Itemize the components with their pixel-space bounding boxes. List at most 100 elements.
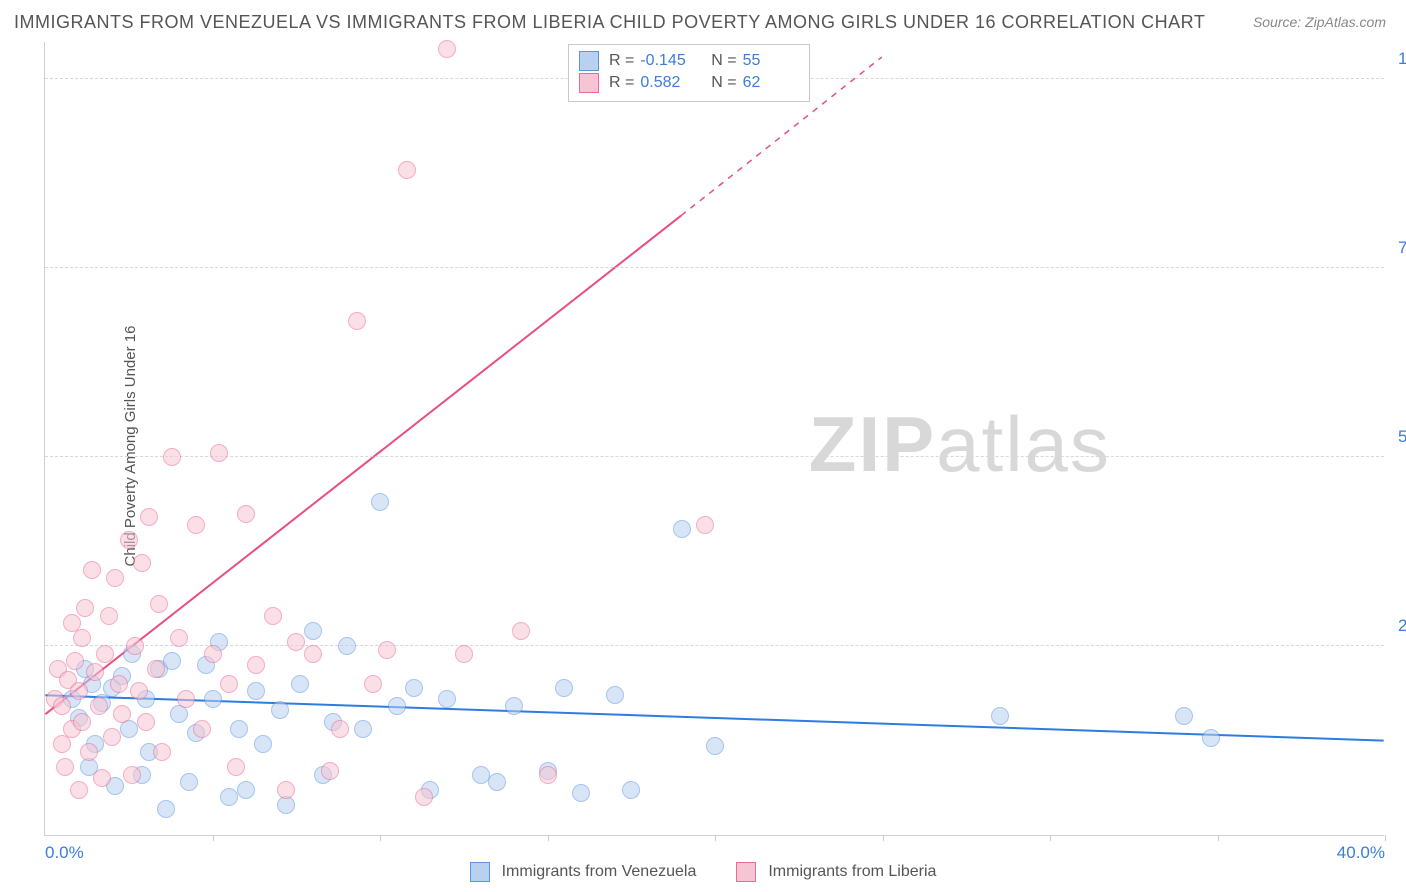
data-point	[539, 766, 557, 784]
legend-label: Immigrants from Liberia	[768, 863, 936, 881]
legend-swatch	[579, 51, 599, 71]
legend-n-label: N =	[702, 52, 736, 70]
chart-title: IMMIGRANTS FROM VENEZUELA VS IMMIGRANTS …	[14, 12, 1205, 33]
x-minor-tick	[213, 835, 214, 841]
legend-r-label: R =	[609, 74, 634, 92]
data-point	[622, 781, 640, 799]
data-point	[163, 448, 181, 466]
data-point	[247, 656, 265, 674]
data-point	[488, 773, 506, 791]
data-point	[53, 697, 71, 715]
data-point	[364, 675, 382, 693]
data-point	[455, 645, 473, 663]
x-tick-label: 0.0%	[45, 843, 84, 863]
x-minor-tick	[548, 835, 549, 841]
data-point	[70, 781, 88, 799]
data-point	[96, 645, 114, 663]
data-point	[237, 505, 255, 523]
data-point	[56, 758, 74, 776]
data-point	[472, 766, 490, 784]
legend-label: Immigrants from Venezuela	[502, 863, 697, 881]
x-tick-label: 40.0%	[1337, 843, 1385, 863]
data-point	[388, 697, 406, 715]
legend-swatch	[579, 73, 599, 93]
data-point	[354, 720, 372, 738]
data-point	[83, 561, 101, 579]
data-point	[100, 607, 118, 625]
data-point	[163, 652, 181, 670]
x-minor-tick	[1218, 835, 1219, 841]
legend-r-value: -0.145	[640, 52, 696, 70]
data-point	[271, 701, 289, 719]
legend-swatch	[736, 862, 756, 882]
legend-n-value: 62	[743, 74, 799, 92]
data-point	[512, 622, 530, 640]
data-point	[405, 679, 423, 697]
x-minor-tick	[715, 835, 716, 841]
data-point	[415, 788, 433, 806]
data-point	[137, 713, 155, 731]
correlation-legend: R = -0.145 N = 55R = 0.582 N = 62	[568, 44, 810, 102]
data-point	[264, 607, 282, 625]
y-tick-label: 75.0%	[1386, 238, 1406, 258]
data-point	[86, 663, 104, 681]
data-point	[371, 493, 389, 511]
data-point	[126, 637, 144, 655]
data-point	[66, 652, 84, 670]
data-point	[73, 629, 91, 647]
legend-row: R = 0.582 N = 62	[579, 73, 799, 93]
data-point	[237, 781, 255, 799]
data-point	[110, 675, 128, 693]
data-point	[204, 645, 222, 663]
data-point	[147, 660, 165, 678]
data-point	[696, 516, 714, 534]
legend-n-value: 55	[743, 52, 799, 70]
data-point	[204, 690, 222, 708]
data-point	[53, 735, 71, 753]
data-point	[706, 737, 724, 755]
data-point	[277, 781, 295, 799]
data-point	[210, 444, 228, 462]
legend-swatch	[470, 862, 490, 882]
data-point	[673, 520, 691, 538]
y-tick-label: 100.0%	[1386, 49, 1406, 69]
data-point	[187, 516, 205, 534]
data-point	[106, 569, 124, 587]
gridline	[45, 456, 1384, 457]
source-attribution: Source: ZipAtlas.com	[1253, 14, 1386, 30]
data-point	[93, 769, 111, 787]
data-point	[177, 690, 195, 708]
data-point	[247, 682, 265, 700]
data-point	[133, 554, 151, 572]
legend-item: Immigrants from Liberia	[736, 862, 936, 882]
data-point	[123, 766, 141, 784]
data-point	[70, 682, 88, 700]
x-minor-tick	[380, 835, 381, 841]
data-point	[76, 599, 94, 617]
x-minor-tick	[1385, 835, 1386, 841]
data-point	[150, 595, 168, 613]
gridline	[45, 645, 1384, 646]
y-tick-label: 50.0%	[1386, 427, 1406, 447]
data-point	[1202, 729, 1220, 747]
legend-item: Immigrants from Venezuela	[470, 862, 697, 882]
y-tick-label: 25.0%	[1386, 616, 1406, 636]
data-point	[140, 508, 158, 526]
data-point	[378, 641, 396, 659]
series-legend: Immigrants from Venezuela Immigrants from…	[0, 862, 1406, 882]
data-point	[991, 707, 1009, 725]
data-point	[113, 705, 131, 723]
data-point	[153, 743, 171, 761]
data-point	[90, 697, 108, 715]
legend-r-value: 0.582	[640, 74, 696, 92]
chart-plot-area: ZIPatlas 25.0%50.0%75.0%100.0%0.0%40.0%	[44, 42, 1384, 836]
data-point	[230, 720, 248, 738]
data-point	[338, 637, 356, 655]
data-point	[438, 690, 456, 708]
data-point	[321, 762, 339, 780]
data-point	[157, 800, 175, 818]
data-point	[438, 40, 456, 58]
data-point	[572, 784, 590, 802]
legend-row: R = -0.145 N = 55	[579, 51, 799, 71]
data-point	[80, 743, 98, 761]
